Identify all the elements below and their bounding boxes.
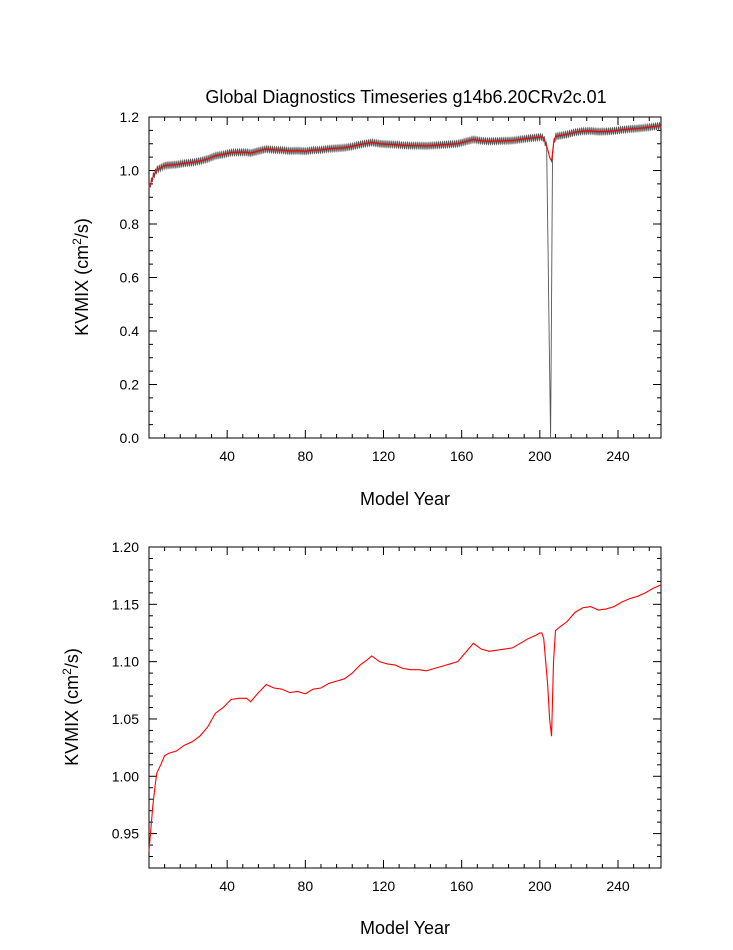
top-x-tick-label: 240 — [606, 448, 630, 464]
bottom-y-axis-label-main: KVMIX (cm — [62, 675, 82, 766]
top-y-axis-label: KVMIX (cm2/s) — [70, 218, 92, 336]
bottom-y-axis-label-tail: /s) — [62, 648, 82, 668]
bottom-tick-labels: 40 80 120 160 200 240 0.95 1.00 1.05 1.10 1.15 1.20 — [112, 539, 630, 894]
top-y-axis-label-sup: 2 — [70, 238, 84, 245]
top-ticks — [149, 116, 661, 439]
bottom-y-axis-label-sup: 2 — [60, 668, 74, 675]
bottom-series — [148, 584, 662, 851]
top-tick-labels: 40 80 120 160 200 240 0.0 0.2 0.4 0.6 0.8 1.0 1.2 — [120, 109, 630, 464]
top-annual-mean-series-line — [148, 125, 662, 189]
top-x-tick-label: 120 — [372, 448, 396, 464]
bottom-y-tick-label: 1.15 — [112, 596, 139, 612]
top-x-tick-label: 40 — [219, 448, 235, 464]
bottom-annual-mean-series-line — [148, 584, 662, 851]
bottom-y-tick-label: 1.10 — [112, 654, 139, 670]
bottom-y-tick-label: 1.20 — [112, 539, 139, 555]
top-y-tick-label: 0.4 — [120, 323, 140, 339]
top-series — [148, 121, 662, 439]
bottom-x-axis-label: Model Year — [360, 918, 450, 938]
bottom-y-tick-label: 0.95 — [112, 826, 139, 842]
bottom-y-tick-label: 1.05 — [112, 711, 139, 727]
bottom-plot-frame — [148, 546, 662, 869]
top-monthly-series-line — [148, 121, 662, 439]
bottom-y-tick-label: 1.00 — [112, 768, 139, 784]
bottom-x-tick-label: 160 — [450, 878, 474, 894]
chart-title: Global Diagnostics Timeseries g14b6.20CR… — [205, 87, 606, 107]
bottom-ticks — [149, 546, 661, 869]
top-panel: Global Diagnostics Timeseries g14b6.20CR… — [70, 87, 662, 509]
top-y-tick-label: 1.2 — [120, 109, 140, 125]
top-x-tick-label: 160 — [450, 448, 474, 464]
top-plot-frame — [148, 116, 662, 439]
top-y-tick-label: 0.6 — [120, 270, 140, 286]
top-x-tick-label: 200 — [528, 448, 552, 464]
bottom-x-tick-label: 240 — [606, 878, 630, 894]
top-y-tick-label: 1.0 — [120, 163, 140, 179]
bottom-x-tick-label: 200 — [528, 878, 552, 894]
bottom-x-tick-label: 80 — [298, 878, 314, 894]
top-y-axis-label-tail: /s) — [72, 218, 92, 238]
bottom-panel: 40 80 120 160 200 240 0.95 1.00 1.05 1.10 1.15 1.20… — [60, 539, 662, 938]
top-x-axis-label: Model Year — [360, 489, 450, 509]
top-x-tick-label: 80 — [298, 448, 314, 464]
bottom-x-tick-label: 40 — [219, 878, 235, 894]
bottom-y-axis-label: KVMIX (cm2/s) — [60, 648, 82, 766]
top-y-tick-label: 0.2 — [120, 377, 140, 393]
bottom-x-tick-label: 120 — [372, 878, 396, 894]
top-y-tick-label: 0.8 — [120, 216, 140, 232]
top-y-axis-label-main: KVMIX (cm — [72, 245, 92, 336]
top-y-tick-label: 0.0 — [120, 430, 140, 446]
